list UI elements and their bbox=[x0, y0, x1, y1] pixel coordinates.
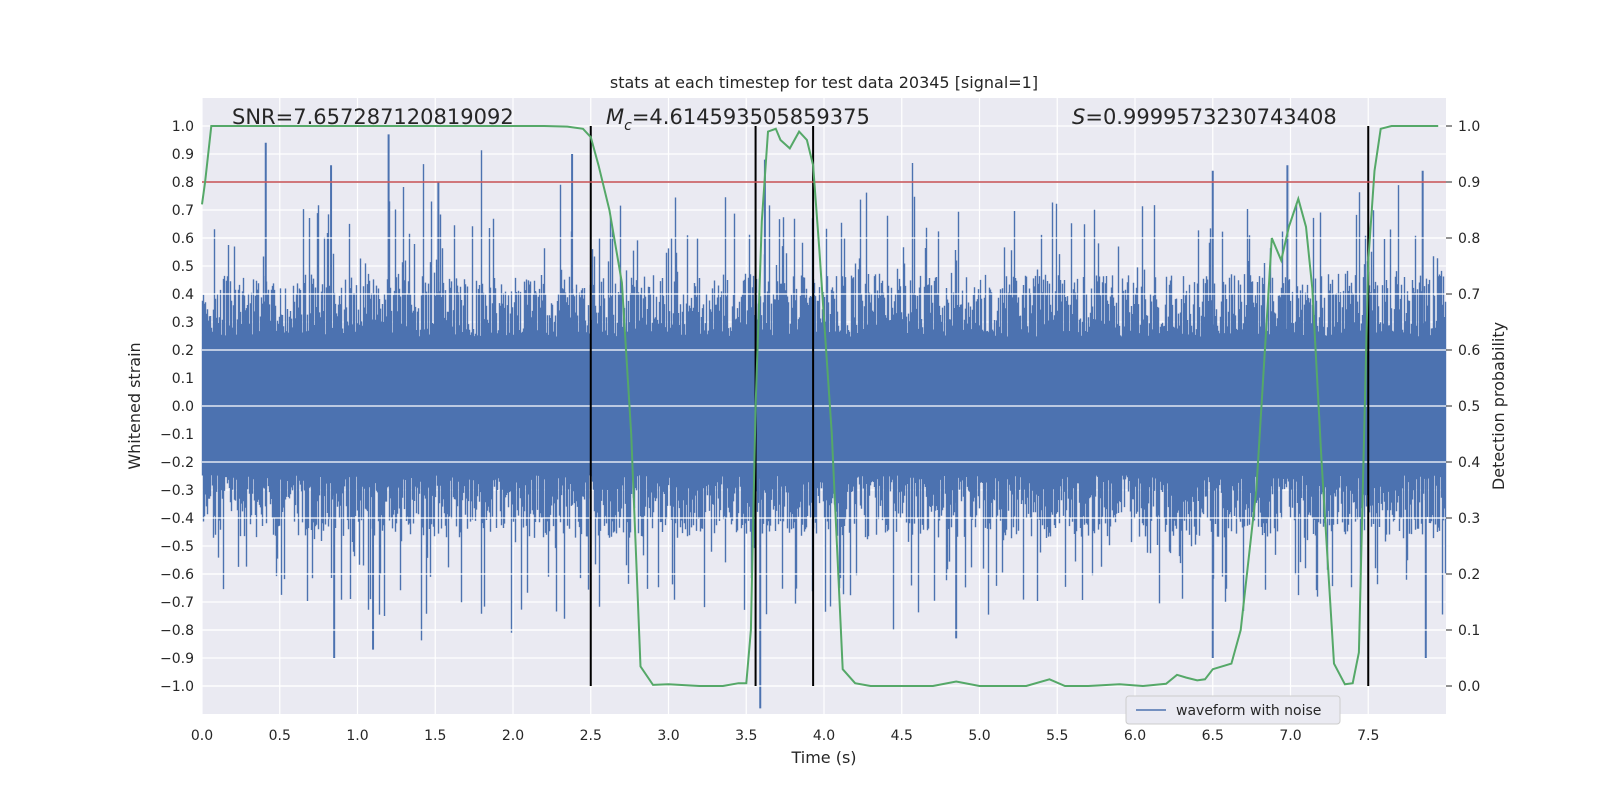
snr-annotation: SNR=7.657287120819092 bbox=[232, 105, 514, 129]
y-tick-label: −0.9 bbox=[160, 651, 194, 667]
x-tick-label: 1.5 bbox=[424, 728, 446, 744]
probability-line bbox=[201, 125, 1439, 688]
x-tick-label: 7.5 bbox=[1357, 728, 1379, 744]
y-tick-label: −0.4 bbox=[160, 511, 194, 527]
chirp-mass-value: =4.614593505859375 bbox=[632, 105, 870, 129]
x-tick-label: 4.0 bbox=[813, 728, 835, 744]
y-tick-label: 0.9 bbox=[172, 147, 194, 163]
y2-tick-label: 0.4 bbox=[1458, 455, 1480, 471]
y-tick-label: −0.6 bbox=[160, 567, 194, 583]
y-tick-label: 0.4 bbox=[172, 287, 194, 303]
x-axis-label: Time (s) bbox=[790, 748, 856, 767]
y2-axis-label: Detection probability bbox=[1489, 322, 1508, 490]
y2-tick-label: 0.2 bbox=[1458, 567, 1480, 583]
chirp-mass-symbol: M bbox=[606, 105, 624, 129]
y2-tick-label: 0.3 bbox=[1458, 511, 1480, 527]
y-tick-label: −0.5 bbox=[160, 539, 194, 555]
chirp-mass-subscript: c bbox=[624, 118, 632, 134]
y-tick-label: 0.7 bbox=[172, 203, 194, 219]
y-tick-label: −0.8 bbox=[160, 623, 194, 639]
x-tick-label: 7.0 bbox=[1279, 728, 1301, 744]
y2-tick-label: 0.7 bbox=[1458, 287, 1480, 303]
y-tick-label: 0.6 bbox=[172, 231, 194, 247]
y-tick-label: −0.7 bbox=[160, 595, 194, 611]
y-tick-label: 0.2 bbox=[172, 343, 194, 359]
y2-tick-label: 1.0 bbox=[1458, 119, 1480, 135]
y-tick-label: 0.1 bbox=[172, 371, 194, 387]
legend-box bbox=[1125, 695, 1341, 725]
x-tick-label: 0.5 bbox=[269, 728, 291, 744]
y-tick-label: −0.3 bbox=[160, 483, 194, 499]
chart-title: stats at each timestep for test data 203… bbox=[610, 73, 1038, 92]
y-tick-label: −1.0 bbox=[160, 679, 194, 695]
x-tick-label: 6.5 bbox=[1202, 728, 1224, 744]
x-tick-label: 5.0 bbox=[968, 728, 990, 744]
y-tick-label: 1.0 bbox=[172, 119, 194, 135]
y-tick-label: 0.0 bbox=[172, 399, 194, 415]
x-axis: 0.0 0.5 1.0 1.5 2.0 2.5 3.0 3.5 4.0 4.5 5.0 5.5 6.0 6… bbox=[191, 728, 1380, 744]
y2-tick-label: 0.9 bbox=[1458, 175, 1480, 191]
y2-tick-label: 0.1 bbox=[1458, 623, 1480, 639]
y2-tick-label: 0.8 bbox=[1458, 231, 1480, 247]
score-annotation: S=0.9999573230743408 bbox=[1072, 105, 1337, 129]
x-tick-label: 2.0 bbox=[502, 728, 524, 744]
y-tick-label: 0.5 bbox=[172, 259, 194, 275]
x-tick-label: 5.5 bbox=[1046, 728, 1068, 744]
score-symbol: S bbox=[1072, 105, 1085, 129]
chirp-mass-annotation: Mc=4.614593505859375 bbox=[606, 105, 870, 134]
y2-tick-label: 0.0 bbox=[1458, 679, 1480, 695]
legend-entry-waveform: waveform with noise bbox=[1176, 703, 1321, 719]
y2-tick-label: 0.6 bbox=[1458, 343, 1480, 359]
x-tick-label: 3.0 bbox=[657, 728, 679, 744]
score-value: =0.9999573230743408 bbox=[1085, 105, 1336, 129]
x-tick-label: 3.5 bbox=[735, 728, 757, 744]
y-axis-label: Whitened strain bbox=[125, 342, 144, 469]
y2-axis: 1.0 0.9 0.8 0.7 0.6 0.5 0.4 0.3 0.2 0.1 0.0 bbox=[1446, 119, 1480, 695]
x-tick-label: 1.0 bbox=[346, 728, 368, 744]
x-tick-label: 2.5 bbox=[580, 728, 602, 744]
y-tick-label: −0.1 bbox=[160, 427, 194, 443]
y-tick-label: −0.2 bbox=[160, 455, 194, 471]
x-tick-label: 4.5 bbox=[891, 728, 913, 744]
legend: waveform with noise bbox=[1125, 695, 1341, 725]
y-tick-label: 0.8 bbox=[172, 175, 194, 191]
x-tick-label: 6.0 bbox=[1124, 728, 1146, 744]
y2-tick-label: 0.5 bbox=[1458, 399, 1480, 415]
y-axis: 1.0 0.9 0.8 0.7 0.6 0.5 0.4 0.3 0.2 0.1 0.0 −0.1 −0.… bbox=[160, 119, 194, 695]
y-tick-label: 0.3 bbox=[172, 315, 194, 331]
x-tick-label: 0.0 bbox=[191, 728, 213, 744]
